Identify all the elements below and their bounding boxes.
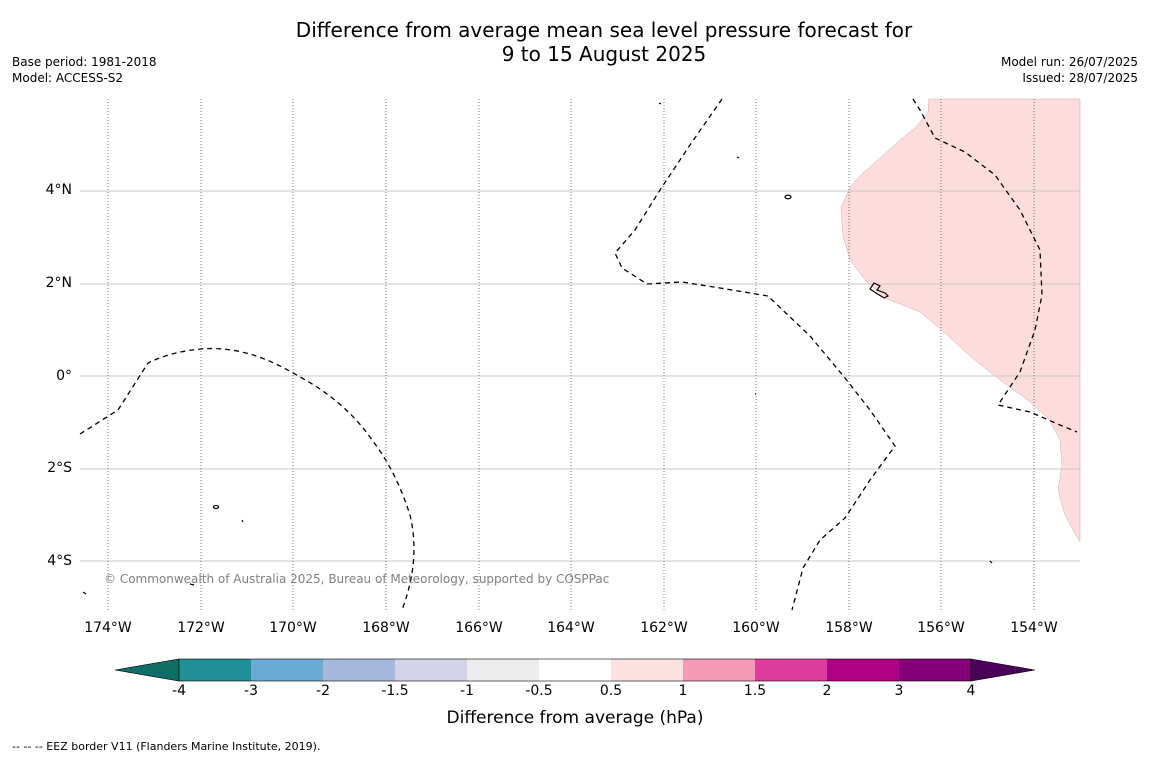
- colorbar-label-1: -4: [172, 683, 186, 699]
- colorbar-segment-4: [395, 659, 467, 681]
- colorbar-label-10: 2: [822, 683, 832, 699]
- colorbar-title: Difference from average (hPa): [446, 708, 704, 728]
- colorbar-segment-7: [611, 659, 683, 681]
- lon-label-160w: 160°W: [732, 620, 780, 636]
- model-text: Model: ACCESS-S2: [12, 71, 124, 85]
- island-7: [241, 519, 244, 523]
- lat-label-2n: 2°N: [45, 275, 72, 291]
- lon-label-172w: 172°W: [177, 620, 225, 636]
- issued-text: Issued: 28/07/2025: [1022, 71, 1138, 85]
- lon-label-166w: 166°W: [455, 620, 503, 636]
- colorbar-label-3: -2: [316, 683, 330, 699]
- colorbar-segment-6: [539, 659, 611, 681]
- eez-footnote: -- -- -- EEZ border V11 (Flanders Marine…: [12, 740, 321, 753]
- lon-label-168w: 168°W: [362, 620, 410, 636]
- colorbar-low-extend: [114, 658, 180, 682]
- colorbar-label-4: -1.5: [381, 683, 409, 699]
- lon-label-158w: 158°W: [825, 620, 873, 636]
- colorbar-segment-1: [179, 659, 251, 681]
- lat-label-4s: 4°S: [47, 553, 72, 569]
- model-run-text: Model run: 26/07/2025: [1000, 55, 1138, 69]
- lat-label-0: 0°: [56, 368, 72, 384]
- colorbar-high-extend: [970, 658, 1036, 682]
- colorbar-label-7: 0.5: [599, 683, 623, 699]
- lon-label-162w: 162°W: [640, 620, 688, 636]
- colorbar-label-9: 1.5: [743, 683, 767, 699]
- lon-label-154w: 154°W: [1010, 620, 1058, 636]
- base-period-text: Base period: 1981-2018: [12, 55, 157, 69]
- lon-label-164w: 164°W: [547, 620, 595, 636]
- colorbar: [114, 658, 1036, 682]
- island-10: [82, 591, 87, 595]
- colorbar-label-5: -1: [460, 683, 474, 699]
- title-line-1: Difference from average mean sea level p…: [295, 18, 913, 42]
- eez-border-central: [614, 98, 896, 611]
- islands: [82, 102, 993, 595]
- lat-gridlines: [80, 190, 1080, 562]
- title-line-2: 9 to 15 August 2025: [501, 42, 707, 66]
- island-2: [736, 156, 740, 159]
- island-3: [784, 194, 792, 200]
- island-8: [189, 583, 195, 586]
- lon-label-174w: 174°W: [84, 620, 132, 636]
- island-4: [869, 282, 890, 299]
- eez-borders: [79, 98, 1078, 611]
- lat-label-2s: 2°S: [47, 460, 72, 476]
- island-6: [212, 504, 220, 510]
- colorbar-segment-8: [683, 659, 755, 681]
- meta-right: Model run: 26/07/2025 Issued: 28/07/2025: [1001, 54, 1138, 86]
- colorbar-segment-10: [827, 659, 899, 681]
- island-1: [658, 102, 662, 105]
- colorbar-segment-5: [467, 659, 539, 681]
- eez-border-west: [79, 347, 415, 611]
- chart-title: Difference from average mean sea level p…: [0, 18, 1150, 66]
- lon-label-170w: 170°W: [269, 620, 317, 636]
- colorbar-label-8: 1: [678, 683, 688, 699]
- lat-label-4n: 4°N: [45, 182, 72, 198]
- colorbar-segment-3: [323, 659, 395, 681]
- copyright-notice: © Commonwealth of Australia 2025, Bureau…: [104, 572, 610, 586]
- colorbar-segment-11: [899, 659, 971, 681]
- colorbar-label-6: -0.5: [525, 683, 553, 699]
- island-9: [989, 560, 993, 564]
- lon-gridlines: [107, 99, 1035, 610]
- lon-label-156w: 156°W: [917, 620, 965, 636]
- colorbar-label-12: 4: [966, 683, 976, 699]
- eez-border-east: [912, 98, 1078, 433]
- colorbar-label-11: 3: [894, 683, 904, 699]
- colorbar-segment-9: [755, 659, 827, 681]
- colorbar-segment-2: [251, 659, 323, 681]
- anomaly-region: [840, 98, 1081, 543]
- meta-left: Base period: 1981-2018 Model: ACCESS-S2: [12, 54, 157, 86]
- colorbar-label-2: -3: [244, 683, 258, 699]
